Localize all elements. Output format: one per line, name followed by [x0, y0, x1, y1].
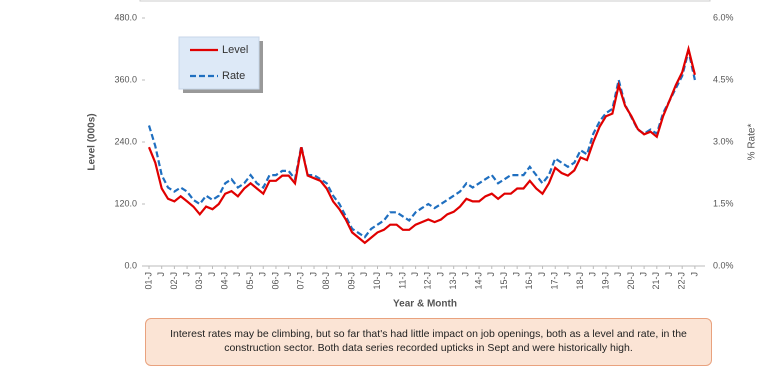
x-tick-label: 20-J: [626, 272, 636, 290]
y-axis-title: Level (000s): [87, 113, 98, 170]
x-tick-label: J: [512, 272, 522, 277]
x-tick-label: J: [385, 272, 395, 277]
x-tick-label: J: [334, 272, 344, 277]
x-tick-label: 05-J: [245, 272, 255, 290]
x-tick-label: 09-J: [346, 272, 356, 290]
x-tick-label: J: [359, 272, 369, 277]
x-tick-label: J: [435, 272, 445, 277]
y2-tick-label: 6.0%: [713, 12, 734, 22]
y2-tick-label: 3.0%: [713, 136, 734, 146]
x-tick-label: 03-J: [194, 272, 204, 290]
legend-label: Level: [222, 44, 248, 56]
x-tick-label: J: [588, 272, 598, 277]
x-tick-label: J: [689, 272, 699, 277]
x-tick-label: J: [613, 272, 623, 277]
x-tick-label: 13-J: [448, 272, 458, 290]
x-tick-label: 18-J: [575, 272, 585, 290]
x-tick-label: 04-J: [220, 272, 230, 290]
x-tick-label: J: [207, 272, 217, 277]
y-tick-label: 480.0: [114, 12, 137, 22]
y2-tick-label: 1.5%: [713, 198, 734, 208]
legend-box: [178, 36, 260, 90]
x-axis-title: Year & Month: [393, 299, 457, 310]
y2-tick-label: 4.5%: [713, 74, 734, 84]
x-tick-label: 02-J: [169, 272, 179, 290]
x-tick-label: 07-J: [296, 272, 306, 290]
x-tick-label: 16-J: [524, 272, 534, 290]
x-tick-label: J: [638, 272, 648, 277]
x-tick-label: J: [461, 272, 471, 277]
line-series: [147, 50, 696, 239]
y-tick-label: 0.0: [124, 260, 137, 270]
frame-edge: [139, 0, 711, 2]
x-tick-label: J: [562, 272, 572, 277]
line-series: [147, 44, 696, 245]
x-tick-label: 11-J: [397, 272, 407, 289]
x-tick-label: J: [283, 272, 293, 277]
x-tick-label: 08-J: [321, 272, 331, 290]
x-tick-label: 15-J: [499, 272, 509, 290]
x-tick-label: 10-J: [372, 272, 382, 290]
x-tick-label: J: [664, 272, 674, 277]
x-tick-label: J: [308, 272, 318, 277]
x-tick-label: 22-J: [677, 272, 687, 290]
x-tick-label: J: [258, 272, 268, 277]
legend-label: Rate: [222, 70, 245, 82]
annotation: Interest rates may be climbing, but so f…: [145, 318, 712, 366]
x-tick-label: 17-J: [550, 272, 560, 290]
x-tick-label: 12-J: [423, 272, 433, 290]
y2-tick-label: 0.0%: [713, 260, 734, 270]
y-tick-label: 240.0: [114, 136, 137, 146]
x-tick-label: J: [232, 272, 242, 277]
x-tick-label: 06-J: [270, 272, 280, 290]
x-tick-label: J: [156, 272, 166, 277]
x-tick-label: 19-J: [600, 272, 610, 290]
y2-axis-title: % Rate*: [747, 124, 758, 161]
x-tick-label: J: [537, 272, 547, 277]
x-tick-label: J: [486, 272, 496, 277]
y-tick-label: 360.0: [114, 74, 137, 84]
x-tick-label: 21-J: [651, 272, 661, 290]
x-tick-label: 14-J: [473, 272, 483, 290]
y-tick-label: 120.0: [114, 198, 137, 208]
x-tick-label: 01-J: [143, 272, 153, 290]
x-tick-label: J: [410, 272, 420, 277]
x-tick-label: J: [181, 272, 191, 277]
